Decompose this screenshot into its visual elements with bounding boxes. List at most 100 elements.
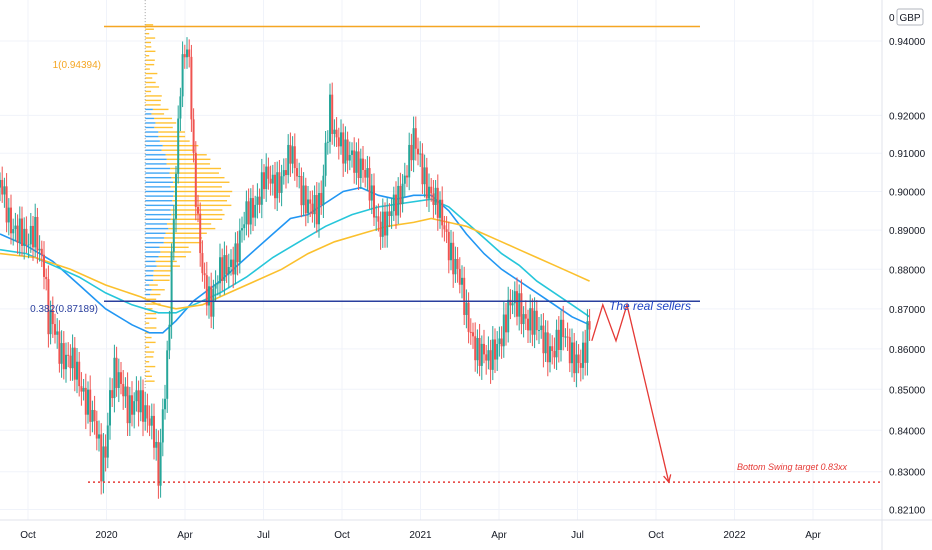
candle-body xyxy=(500,338,503,347)
candle-body xyxy=(577,354,580,364)
candle-body xyxy=(269,178,272,184)
candle-body xyxy=(159,442,162,486)
candle-body xyxy=(117,372,120,388)
profile-bar xyxy=(145,213,172,216)
candle-body xyxy=(588,321,591,330)
candle-body xyxy=(208,286,210,306)
profile-bar xyxy=(155,260,177,263)
time-axis[interactable]: Oct 2020 Apr Jul Oct 2021 Apr Jul Oct 2022 Apr xyxy=(20,530,821,541)
profile-bar xyxy=(153,279,170,281)
candle-body xyxy=(47,279,50,335)
candle-body xyxy=(186,49,188,58)
candle-body xyxy=(27,244,30,246)
candle-body xyxy=(212,288,215,317)
candle-body xyxy=(357,151,360,179)
candle-body xyxy=(170,251,173,325)
profile-bar xyxy=(145,186,171,188)
candle-body xyxy=(434,187,437,205)
candle-body xyxy=(177,118,180,174)
candle-body xyxy=(375,216,378,218)
candle-body xyxy=(370,185,373,201)
profile-bar xyxy=(145,126,155,129)
candle-body xyxy=(25,228,28,245)
candle-body xyxy=(54,324,56,335)
candle-body xyxy=(564,336,567,338)
candle-body xyxy=(584,342,587,363)
candle-body xyxy=(285,170,287,176)
candle-body xyxy=(531,308,534,335)
candle-body xyxy=(562,319,565,338)
profile-bar xyxy=(145,37,156,39)
candle-body xyxy=(518,293,521,317)
candle-body xyxy=(478,337,481,366)
profile-bar xyxy=(145,176,172,179)
time-tick-label: Oct xyxy=(648,530,664,541)
profile-bar xyxy=(145,163,167,165)
candles xyxy=(0,37,591,499)
price-tick-label: 0.86000 xyxy=(889,345,926,356)
candle-body xyxy=(179,96,182,119)
price-tick-label: 0.90000 xyxy=(889,187,926,198)
currency-badge[interactable] xyxy=(896,8,924,26)
profile-bar xyxy=(151,289,165,291)
candle-body xyxy=(3,186,6,195)
candle-body xyxy=(150,415,153,426)
candle-body xyxy=(307,199,309,214)
candle-body xyxy=(223,255,226,281)
candle-body xyxy=(76,361,78,380)
profile-bar xyxy=(145,241,164,244)
candle-body xyxy=(430,186,433,194)
candle-body xyxy=(144,405,147,422)
price-tick-label: 0.85000 xyxy=(889,385,926,396)
candle-body xyxy=(293,146,296,169)
time-tick-label: Apr xyxy=(491,530,507,541)
candle-body xyxy=(542,325,545,354)
candle-body xyxy=(439,199,441,218)
profile-bar xyxy=(145,158,167,161)
sellers-annotation: The real sellers xyxy=(609,299,691,313)
candle-body xyxy=(5,186,8,223)
candle-body xyxy=(111,390,114,399)
candle-body xyxy=(126,386,129,424)
candle-body xyxy=(461,277,463,285)
candle-body xyxy=(258,196,261,205)
profile-bar xyxy=(153,274,170,277)
candle-body xyxy=(533,310,536,335)
profile-bar xyxy=(145,346,150,348)
time-tick-label: Oct xyxy=(334,530,350,541)
candle-body xyxy=(384,211,386,236)
candle-body xyxy=(146,405,149,419)
candle-body xyxy=(16,225,19,243)
profile-bar xyxy=(170,209,223,211)
candle-body xyxy=(166,350,169,399)
candle-body xyxy=(104,446,107,458)
profile-bar xyxy=(163,237,203,239)
candle-body xyxy=(401,183,404,205)
candle-body xyxy=(368,168,371,201)
candle-body xyxy=(205,275,208,306)
profile-bar xyxy=(145,303,161,305)
profile-bar xyxy=(163,241,202,244)
candle-body xyxy=(575,354,578,374)
profile-bar xyxy=(145,351,155,353)
candle-body xyxy=(342,132,345,164)
candle-body xyxy=(0,179,1,188)
candle-body xyxy=(412,128,415,161)
price-axis[interactable]: 0.94000 0.92000 0.91000 0.90000 0.89000 0.880… xyxy=(889,37,926,516)
candle-body xyxy=(333,129,336,134)
candle-body xyxy=(230,259,232,268)
profile-bar xyxy=(145,256,159,258)
candle-body xyxy=(106,425,109,458)
profile-bar xyxy=(166,158,211,161)
candle-body xyxy=(557,329,560,350)
candle-body xyxy=(135,390,138,402)
candle-body xyxy=(23,228,26,246)
profile-bar xyxy=(145,293,151,296)
projection-line[interactable] xyxy=(591,302,670,483)
profile-bar xyxy=(150,293,161,296)
profile-bar xyxy=(171,176,225,179)
candle-body xyxy=(324,142,327,176)
candle-body xyxy=(137,390,140,413)
candle-body xyxy=(67,354,70,356)
